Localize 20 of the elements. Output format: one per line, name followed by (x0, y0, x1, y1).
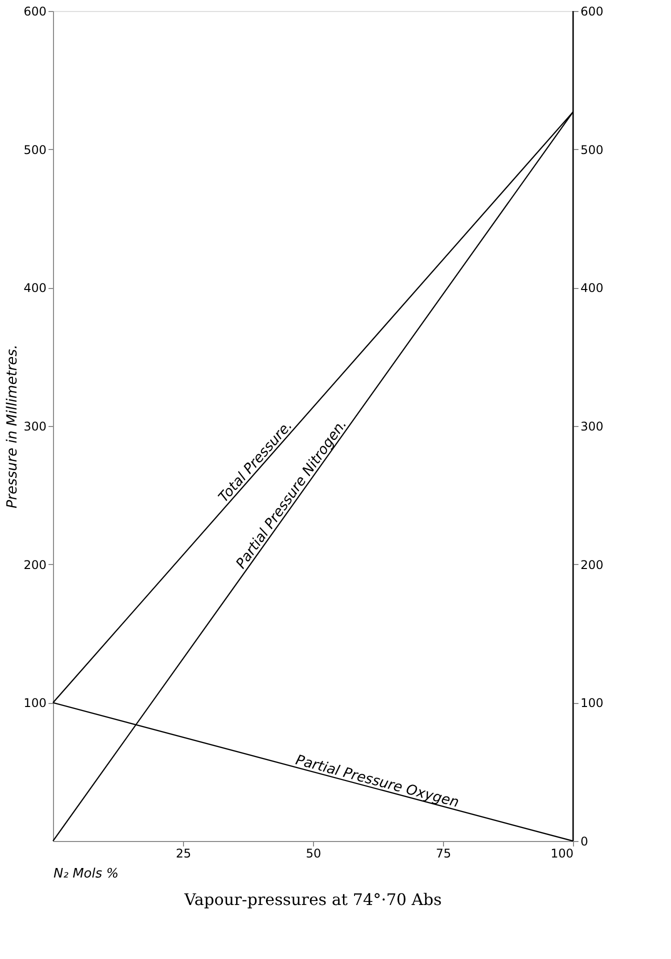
y2-tick-label: 0 (580, 834, 588, 848)
y2-tick-label: 100 (580, 696, 604, 710)
y2-tick-label: 500 (580, 142, 604, 157)
text: Vapour-pressures at 74°·70 Abs (183, 890, 442, 909)
y-tick-label: 300 (24, 420, 46, 434)
y-tick-label: 400 (24, 281, 46, 296)
y2-tick-label: 300 (580, 420, 604, 434)
x-axis-title: N₂ Mols % (54, 866, 119, 882)
y-tick-label: 600 (24, 4, 46, 18)
y2-tick-label: 200 (580, 558, 604, 572)
y-tick-label: 100 (24, 696, 46, 710)
x-tick-label: 100 (550, 846, 574, 860)
y-axis-title: Pressure in Millimetres. (4, 344, 21, 508)
x-tick-label: 25 (176, 846, 192, 860)
y-tick-label: 500 (24, 142, 46, 157)
y2-tick-label: 400 (580, 281, 604, 296)
x-tick-label: 50 (306, 846, 322, 860)
y2-tick-label: 600 (580, 4, 604, 18)
y-tick-label: 200 (24, 558, 46, 572)
x-tick-label: 75 (436, 846, 452, 860)
